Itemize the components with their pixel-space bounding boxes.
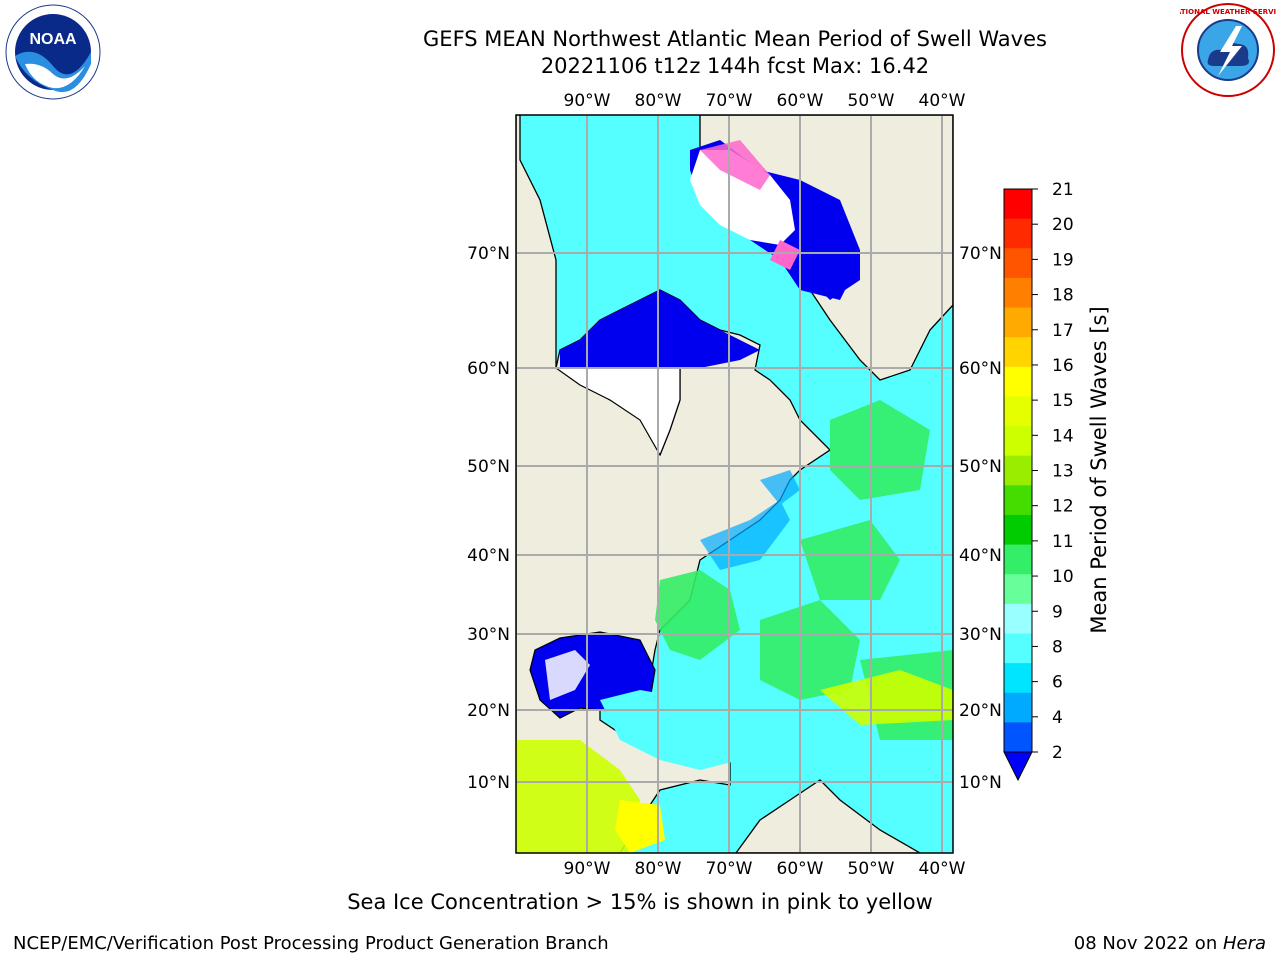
colorbar-label: Mean Period of Swell Waves [s] [1087, 306, 1111, 633]
colorbar-swatch [1004, 307, 1032, 338]
lat-label: 20°N [959, 701, 1002, 721]
footer-host: Hera [1222, 933, 1266, 954]
colorbar-swatch [1004, 692, 1032, 723]
hudson-bay-inlet [554, 367, 681, 457]
lat-label: 50°N [959, 457, 1002, 477]
lon-label: 50°W [848, 91, 895, 111]
lon-label: 40°W [919, 91, 966, 111]
swell-10s-regions [655, 400, 953, 740]
colorbar-swatch [1004, 218, 1032, 249]
colorbar-swatch [1004, 248, 1032, 279]
hudson-bay-region [560, 290, 760, 368]
lon-label: 80°W [635, 91, 682, 111]
lat-label: 60°N [467, 359, 510, 379]
colorbar-swatch [1004, 189, 1032, 220]
nws-logo-text: NATIONAL WEATHER SERVICE [1180, 8, 1276, 16]
lat-label: 70°N [959, 244, 1002, 264]
sea-ice-baffin [690, 150, 795, 245]
colorbar-tick-label: 8 [1052, 637, 1063, 657]
lat-labels-left: 70°N 60°N 50°N 40°N 30°N 20°N 10°N [467, 244, 510, 793]
colorbar-tick-label: 18 [1052, 286, 1074, 306]
colorbar-swatch [1004, 663, 1032, 694]
nws-logo: NATIONAL WEATHER SERVICE [1180, 3, 1276, 97]
sea-ice-note: Sea Ice Concentration > 15% is shown in … [347, 890, 933, 914]
colorbar-tick-label: 13 [1052, 462, 1074, 482]
colorbar-tick-label: 21 [1052, 180, 1074, 200]
colorbar-tick-label: 9 [1052, 602, 1063, 622]
chart-title: GEFS MEAN Northwest Atlantic Mean Period… [0, 26, 1280, 80]
lon-label: 40°W [919, 859, 966, 879]
colorbar-tick-label: 16 [1052, 356, 1074, 376]
lat-label: 10°N [959, 773, 1002, 793]
colorbar-tick-label: 17 [1052, 321, 1074, 341]
map-frame [515, 114, 954, 854]
colorbar-swatch [1004, 603, 1032, 634]
colorbar-extend-arrow [1003, 751, 1033, 782]
colorbar-swatch [1004, 485, 1032, 516]
swell-13s-regions [516, 670, 953, 853]
footer-credit: NCEP/EMC/Verification Post Processing Pr… [13, 933, 609, 954]
lat-label: 10°N [467, 773, 510, 793]
lat-label: 60°N [959, 359, 1002, 379]
lon-label: 90°W [564, 91, 611, 111]
south-america-east [735, 779, 922, 853]
colorbar-tick-label: 6 [1052, 673, 1063, 693]
colorbar-swatch [1004, 574, 1032, 605]
colorbar-swatch [1004, 722, 1032, 753]
noaa-logo: NOAA [5, 4, 101, 100]
lat-label: 30°N [959, 625, 1002, 645]
lat-label: 40°N [467, 546, 510, 566]
colorbar-tick-label: 4 [1052, 708, 1063, 728]
sea-ice-edge-2 [770, 240, 800, 270]
lon-label: 60°W [777, 91, 824, 111]
colorbar-swatch [1004, 396, 1032, 427]
colorbar-tick-label: 15 [1052, 391, 1074, 411]
lon-label: 70°W [706, 91, 753, 111]
colorbar-swatch [1004, 426, 1032, 457]
swell-4s-regions [700, 470, 800, 570]
footer-date-text: 08 Nov 2022 on [1073, 933, 1223, 954]
swell-15s-regions [615, 800, 665, 853]
colorbar-swatch [1004, 514, 1032, 546]
noaa-logo-text: NOAA [29, 31, 77, 48]
sea-ice-edge-1 [700, 140, 770, 190]
colorbar-tick-label: 19 [1052, 250, 1074, 270]
colorbar-tick-label: 10 [1052, 567, 1074, 587]
footer-date: 08 Nov 2022 on Hera [1074, 933, 1266, 954]
colorbar-tick-label: 12 [1052, 497, 1074, 517]
lon-label: 70°W [706, 859, 753, 879]
lon-labels-bottom: 90°W 80°W 70°W 60°W 50°W 40°W [564, 859, 966, 879]
lon-labels-top: 90°W 80°W 70°W 60°W 50°W 40°W [564, 91, 966, 111]
colorbar-swatch [1004, 633, 1032, 664]
colorbar-swatch [1004, 544, 1032, 575]
colorbar-swatch [1004, 277, 1032, 309]
lat-labels-right: 70°N 60°N 50°N 40°N 30°N 20°N 10°N [959, 244, 1002, 793]
colorbar-swatch [1004, 366, 1032, 397]
lat-label: 30°N [467, 625, 510, 645]
colorbar-tick-label: 11 [1052, 532, 1074, 552]
colorbar-tick-label: 14 [1052, 426, 1074, 446]
colorbar: 21 20 19 18 17 16 15 14 13 12 11 10 9 8 6 4 2 [1003, 180, 1074, 782]
title-line-2: 20221106 t12z 144h fcst Max: 16.42 [540, 54, 930, 78]
colorbar-tick-label: 2 [1052, 743, 1063, 763]
title-line-1: GEFS MEAN Northwest Atlantic Mean Period… [423, 27, 1047, 51]
lat-label: 50°N [467, 457, 510, 477]
map-plot-area [516, 115, 953, 853]
lon-label: 90°W [564, 859, 611, 879]
colorbar-tick-label: 20 [1052, 215, 1074, 235]
lon-label: 60°W [777, 859, 824, 879]
colorbar-swatch [1004, 455, 1032, 486]
lon-label: 80°W [635, 859, 682, 879]
lat-label: 70°N [467, 244, 510, 264]
colorbar-swatch [1004, 337, 1032, 368]
map-grid [516, 115, 953, 853]
lon-label: 50°W [848, 859, 895, 879]
lat-label: 20°N [467, 701, 510, 721]
lat-label: 40°N [959, 546, 1002, 566]
